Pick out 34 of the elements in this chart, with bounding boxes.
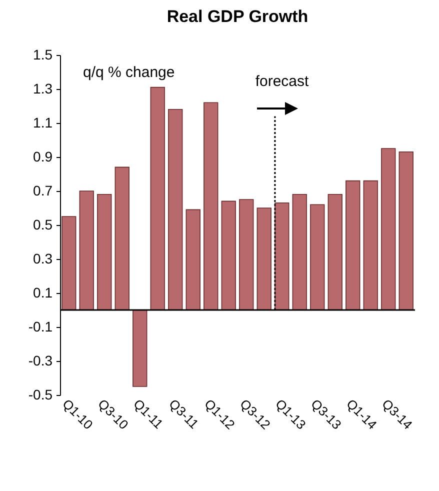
y-tick-label: -0.5 [28,386,53,402]
bar [256,208,272,310]
bar [346,180,360,310]
y-tick-label: -0.1 [28,318,53,334]
bar [363,180,378,310]
y-tick-label: 1.3 [33,80,53,96]
chart-title: Real GDP Growth [166,7,308,26]
bar [398,152,414,310]
bar [328,194,342,310]
y-tick-label: 0.5 [33,216,53,232]
y-tick-label: 1.5 [33,46,53,62]
bar [239,199,254,310]
bar [186,209,200,310]
bar [150,86,165,310]
annotation: q/q % change [83,64,175,81]
y-tick-label: 0.9 [33,148,53,164]
y-tick-label: -0.3 [28,352,53,368]
y-tick-label: 0.1 [33,284,53,300]
bar [79,190,94,310]
bar [221,200,236,310]
ref-line-label: forecast [255,73,310,90]
bar [274,202,290,310]
y-tick-label: 1.1 [33,114,53,130]
bar [62,216,76,310]
bar [381,148,396,310]
bar [204,102,218,310]
bar [114,166,130,310]
bar [97,194,112,310]
y-tick-label: 0.7 [33,182,53,198]
bar [310,204,325,310]
bar [292,194,307,310]
bar [168,109,183,310]
y-tick-label: 0.3 [33,250,53,266]
bar [132,310,148,387]
